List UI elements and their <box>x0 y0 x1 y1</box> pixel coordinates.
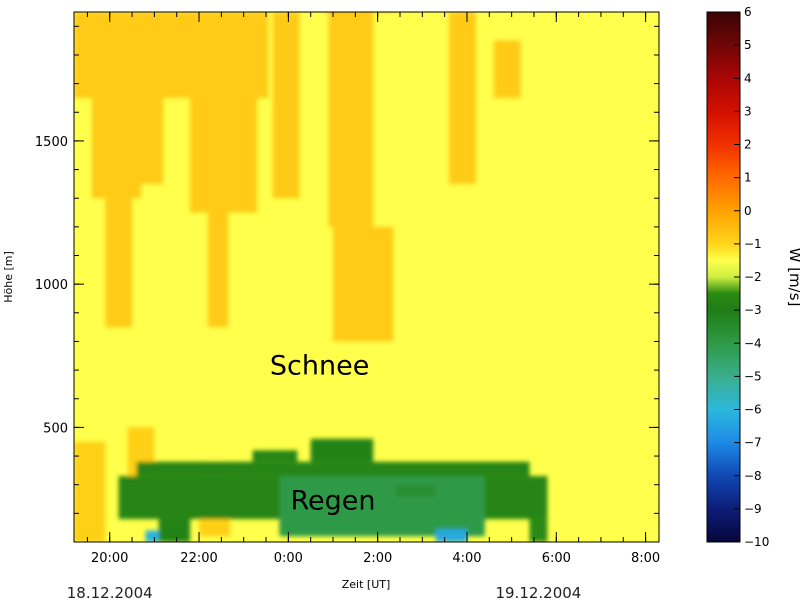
region-annotation: Regen <box>290 485 375 516</box>
colorbar-tick-label: 3 <box>744 104 752 118</box>
heatmap-cell <box>272 12 300 199</box>
heatmap-cell <box>395 484 436 497</box>
plot-frame <box>73 11 660 543</box>
heatmap-cell <box>158 519 191 542</box>
heatmap-cell <box>207 212 229 328</box>
date-label: 18.12.2004 <box>67 584 153 600</box>
colorbar-tick-label: −1 <box>744 237 762 251</box>
x-axis-title: Zeit [UT] <box>342 578 391 591</box>
heatmap-cell <box>127 97 164 184</box>
heatmap-cells <box>74 12 548 542</box>
x-tick-label: 22:00 <box>180 551 217 566</box>
colorbar-tick-label: −8 <box>744 469 762 483</box>
heatmap-cell <box>435 529 467 542</box>
x-axis: 20:00 22:00 0:00 2:00 4:00 6:00 8:00 <box>86 12 660 566</box>
x-tick-label: 4:00 <box>452 551 481 566</box>
colorbar-title: W [m/s] <box>786 248 800 307</box>
heatmap-cell <box>449 12 476 184</box>
colorbar-tick-label: 4 <box>744 71 752 85</box>
heatmap-cell <box>328 12 374 227</box>
y-tick-label: 500 <box>43 421 68 436</box>
colorbar-tick-label: 0 <box>744 204 752 218</box>
y-tick-label: 1000 <box>35 278 68 293</box>
y-axis: 500 1000 1500 <box>35 25 659 543</box>
heatmap-cell <box>105 198 133 328</box>
x-tick-label: 6:00 <box>542 551 571 566</box>
heatmap-cell <box>190 83 258 213</box>
region-annotation: Schnee <box>270 351 369 382</box>
colorbar-tick-label: −4 <box>744 336 762 350</box>
x-tick-label: 0:00 <box>274 551 303 566</box>
heatmap-cell <box>136 461 530 477</box>
colorbar-tick-label: −2 <box>744 270 762 284</box>
colorbar-tick-label: 6 <box>744 5 752 19</box>
colorbar-tick-label: 2 <box>744 138 752 152</box>
heatmap-cell <box>529 519 548 542</box>
colorbar-tick-label: −10 <box>744 535 769 549</box>
heatmap-cell <box>74 441 106 542</box>
x-tick-label: 8:00 <box>631 551 660 566</box>
x-tick-label: 2:00 <box>363 551 392 566</box>
colorbar-tick-label: 1 <box>744 171 752 185</box>
heatmap-cell <box>333 226 394 342</box>
heatmap-cell <box>145 530 159 542</box>
heatmap-cell <box>252 450 298 462</box>
heatmap-cell <box>493 40 521 98</box>
colorbar-ticks: 6 5 4 3 2 1 0 −1 −2 −3 −4 −5 −6 −7 −8 −9 −10 <box>734 5 769 549</box>
colorbar-tick-label: −6 <box>744 403 762 417</box>
colorbar-tick-label: −7 <box>744 436 762 450</box>
colorbar-tick-label: −9 <box>744 502 762 516</box>
colorbar-tick-label: 5 <box>744 38 752 52</box>
colorbar: 6 5 4 3 2 1 0 −1 −2 −3 −4 −5 −6 −7 −8 −9 −10 W [m/s] <box>706 5 800 549</box>
plot-area <box>74 12 659 542</box>
colorbar-tick-label: −3 <box>744 303 762 317</box>
colorbar-tick-label: −5 <box>744 369 762 383</box>
date-labels: 18.12.2004 19.12.2004 <box>67 584 582 600</box>
y-axis-title: Höhe [m] <box>2 251 15 303</box>
date-label: 19.12.2004 <box>495 584 581 600</box>
heatmap-cell <box>310 438 374 462</box>
region-annotations: Schnee Regen <box>270 351 376 517</box>
heatmap-cell <box>324 12 396 13</box>
y-tick-label: 1500 <box>35 135 68 150</box>
heatmap-cell <box>279 476 485 537</box>
x-tick-label: 20:00 <box>91 551 128 566</box>
